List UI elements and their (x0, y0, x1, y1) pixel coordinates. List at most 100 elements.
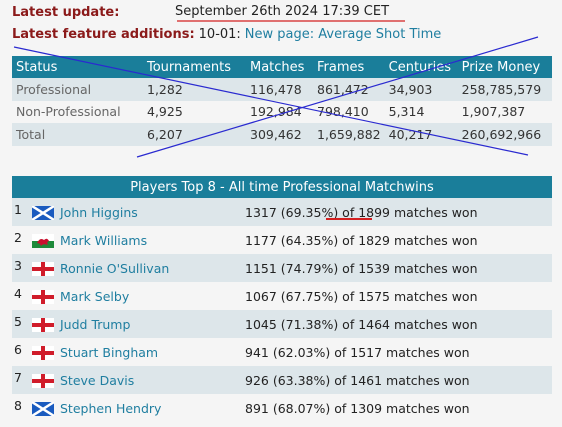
prize-money-cell: 260,692,966 (457, 123, 552, 146)
prize-money-cell: 1,907,387 (457, 100, 552, 123)
status-cell: Professional (12, 78, 143, 101)
frames-cell: 798,410 (313, 100, 385, 123)
wins-text: 1151 (74.79%) of (245, 260, 359, 276)
england-flag-icon (32, 345, 54, 360)
matches-cell: 309,462 (246, 123, 313, 146)
player-row: 2 Mark Williams 1177 (64.35%) of 1829 matc… (12, 226, 552, 254)
total-matches: 1517 (350, 344, 383, 360)
matches-won-text: matches won (390, 316, 478, 332)
player-row: 1 John Higgins 1317 (69.35%) of 1899 match… (12, 198, 552, 226)
wales-flag-icon (32, 233, 54, 248)
matches-won-text: matches won (382, 344, 470, 360)
player-name-link[interactable]: John Higgins (60, 205, 138, 220)
centuries-cell: 5,314 (384, 100, 458, 123)
wins-text: 941 (62.03%) of (245, 344, 351, 360)
england-flag-icon (32, 289, 54, 304)
stats-header-row: Status Tournaments Matches Frames Centur… (12, 56, 552, 78)
col-matches: Matches (246, 56, 313, 78)
stats-row-non-professional: Non-Professional 4,925 192,984 798,410 5… (12, 100, 552, 123)
player-name-link[interactable]: Stephen Hendry (60, 401, 162, 416)
player-cell: John Higgins (28, 198, 241, 226)
player-name-link[interactable]: Ronnie O'Sullivan (60, 261, 170, 276)
total-matches: 1575 (358, 288, 391, 304)
total-matches: 1461 (350, 372, 383, 388)
matches-won-text: matches won (390, 232, 478, 248)
col-tournaments: Tournaments (143, 56, 246, 78)
latest-update-row: Latest update: September 26th 2024 17:39… (12, 4, 389, 20)
player-cell: Judd Trump (28, 310, 241, 338)
scotland-flag-icon (31, 400, 55, 417)
stats-table: Status Tournaments Matches Frames Centur… (12, 56, 552, 146)
top8-header-row: Players Top 8 - All time Professional Ma… (12, 176, 552, 198)
matches-cell: 116,478 (246, 78, 313, 101)
matches-won-text: matches won (390, 260, 478, 276)
wins-text: 1317 (69.35%) of (245, 204, 359, 220)
stats-row-professional: Professional 1,282 116,478 861,472 34,90… (12, 78, 552, 101)
rank-cell: 7 (12, 366, 28, 394)
tournaments-cell: 1,282 (143, 78, 246, 101)
player-row: 4 Mark Selby 1067 (67.75%) of 1575 matches… (12, 282, 552, 310)
player-name-link[interactable]: Steve Davis (60, 373, 135, 388)
latest-features-label: Latest feature additions: (12, 27, 195, 42)
col-frames: Frames (313, 56, 385, 78)
england-flag-icon (32, 317, 54, 332)
matchwins-cell: 926 (63.38%) of 1461 matches won (241, 366, 552, 394)
col-prize-money: Prize Money (457, 56, 552, 78)
matchwins-cell: 1177 (64.35%) of 1829 matches won (241, 226, 552, 254)
wins-text: 891 (68.07%) of (245, 400, 351, 416)
frames-cell: 861,472 (313, 78, 385, 101)
status-cell: Total (12, 123, 143, 146)
england-flag-icon (32, 373, 54, 388)
player-row: 6 Stuart Bingham 941 (62.03%) of 1517 matc… (12, 338, 552, 366)
top8-title: Players Top 8 - All time Professional Ma… (12, 176, 552, 198)
total-matches: 1539 (358, 260, 391, 276)
rank-cell: 4 (12, 282, 28, 310)
total-matches: 1899 (358, 204, 391, 220)
wins-text: 1177 (64.35%) of (245, 232, 359, 248)
average-shot-time-link[interactable]: New page: Average Shot Time (244, 27, 442, 42)
wins-text: 926 (63.38%) of (245, 372, 351, 388)
tournaments-cell: 6,207 (143, 123, 246, 146)
top8-table: Players Top 8 - All time Professional Ma… (12, 176, 552, 422)
player-cell: Ronnie O'Sullivan (28, 254, 241, 282)
latest-update-value: September 26th 2024 17:39 CET (175, 4, 390, 19)
player-name-link[interactable]: Mark Selby (60, 289, 130, 304)
rank-cell: 1 (12, 198, 28, 226)
stats-row-total: Total 6,207 309,462 1,659,882 40,217 260… (12, 123, 552, 146)
player-cell: Mark Williams (28, 226, 241, 254)
player-row: 5 Judd Trump 1045 (71.38%) of 1464 matches… (12, 310, 552, 338)
player-row: 8 Stephen Hendry 891 (68.07%) of 1309 matc… (12, 394, 552, 422)
status-cell: Non-Professional (12, 100, 143, 123)
frames-cell: 1,659,882 (313, 123, 385, 146)
scotland-flag-icon (31, 204, 55, 221)
player-row: 7 Steve Davis 926 (63.38%) of 1461 matches… (12, 366, 552, 394)
wins-text: 1045 (71.38%) of (245, 316, 359, 332)
matches-won-text: matches won (390, 288, 478, 304)
total-matches: 1464 (358, 316, 391, 332)
centuries-cell: 40,217 (384, 123, 458, 146)
england-flag-icon (32, 261, 54, 276)
wins-text: 1067 (67.75%) of (245, 288, 359, 304)
centuries-cell: 34,903 (384, 78, 458, 101)
total-matches: 1829 (358, 232, 391, 248)
player-name-link[interactable]: Judd Trump (60, 317, 131, 332)
matchwins-cell: 1317 (69.35%) of 1899 matches won (241, 198, 552, 226)
latest-features-date: 10-01: (198, 27, 241, 42)
col-status: Status (12, 56, 143, 78)
col-centuries: Centuries (384, 56, 458, 78)
matchwins-cell: 1067 (67.75%) of 1575 matches won (241, 282, 552, 310)
player-cell: Mark Selby (28, 282, 241, 310)
matchwins-cell: 941 (62.03%) of 1517 matches won (241, 338, 552, 366)
rank-cell: 8 (12, 394, 28, 422)
prize-money-cell: 258,785,579 (457, 78, 552, 101)
player-cell: Stuart Bingham (28, 338, 241, 366)
matches-won-text: matches won (382, 400, 470, 416)
matches-cell: 192,984 (246, 100, 313, 123)
latest-features-row: Latest feature additions: 10-01: New pag… (12, 26, 441, 42)
matchwins-cell: 891 (68.07%) of 1309 matches won (241, 394, 552, 422)
rank-cell: 5 (12, 310, 28, 338)
matches-won-text: matches won (390, 204, 478, 220)
player-name-link[interactable]: Mark Williams (60, 233, 148, 248)
player-name-link[interactable]: Stuart Bingham (60, 345, 159, 360)
matches-won-text: matches won (382, 372, 470, 388)
